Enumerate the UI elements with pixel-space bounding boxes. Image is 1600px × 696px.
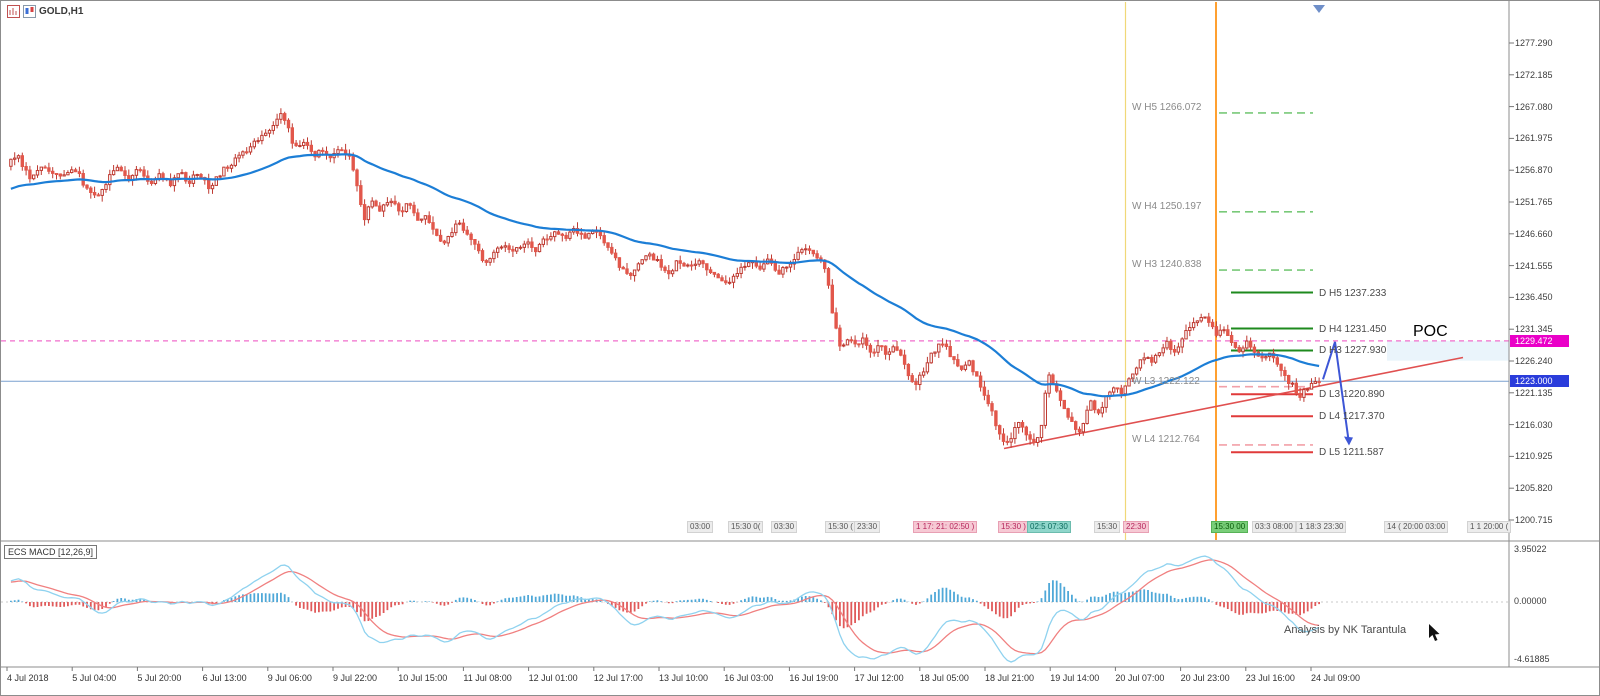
chart-shift-marker-icon[interactable]	[1313, 5, 1325, 13]
macd-signal-line	[10, 559, 1320, 655]
symbol-timeframe-label: GOLD,H1	[39, 6, 84, 17]
mouse-cursor-icon	[1429, 624, 1440, 641]
symbol-label-group: GOLD,H1	[7, 5, 83, 18]
bar-chart-icon	[7, 5, 20, 18]
macd-main-line	[10, 555, 1320, 663]
bear-candles	[20, 113, 1321, 443]
poc-zone	[1387, 340, 1509, 361]
bull-candles	[9, 113, 1317, 444]
macd-histogram-positive	[10, 580, 1214, 602]
macd-histogram-negative	[25, 602, 1320, 629]
moving-average-line	[10, 153, 1320, 398]
projection-arrowhead	[1344, 436, 1353, 446]
candle-wicks	[10, 108, 1320, 448]
macd-scale-max[interactable]: 3.95022	[1514, 544, 1547, 554]
projection-arrow[interactable]	[1322, 341, 1350, 444]
ascending-trendline[interactable]	[1003, 356, 1464, 450]
poc-annotation: POC	[1413, 323, 1448, 340]
macd-scale-zero[interactable]: 0.00000	[1514, 596, 1547, 606]
macd-scale-min[interactable]: -4.61885	[1514, 654, 1550, 664]
candles-icon	[23, 5, 36, 18]
watermark-text: Analysis by NK Tarantula	[1284, 624, 1407, 636]
macd-indicator-label: ECS MACD [12,26,9]	[4, 545, 98, 559]
